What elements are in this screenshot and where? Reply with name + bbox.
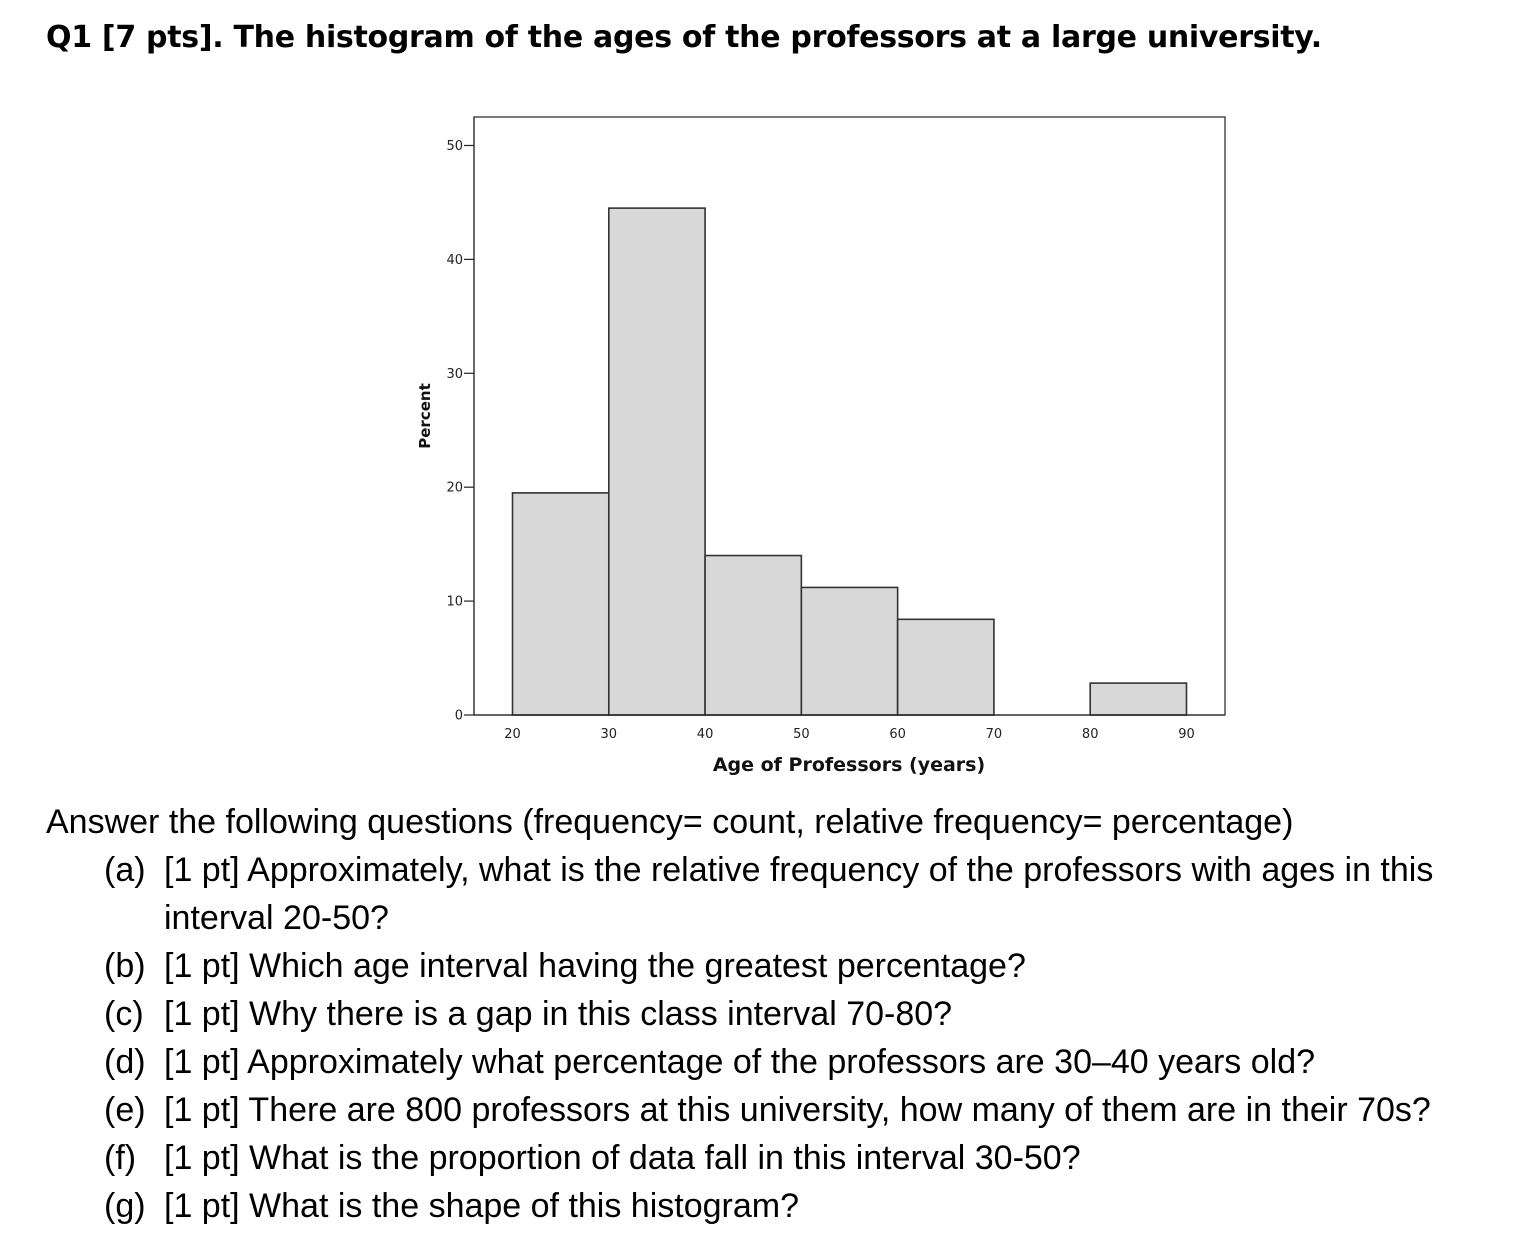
instructions-text: Answer the following questions (frequenc…	[46, 803, 1294, 841]
histogram-bar	[800, 586, 899, 716]
question-letter: (f)	[104, 1139, 137, 1177]
question-item: (e) [1 pt] There are 800 professors at th…	[104, 1086, 1534, 1134]
histogram-bar	[896, 618, 995, 716]
x-ticks: 20 30 40 50 60 70 80 90	[504, 727, 1195, 742]
question-letter: (c)	[104, 995, 144, 1033]
x-tick-label: 40	[697, 727, 714, 742]
question-text: [1 pt] There are 800 professors at this …	[164, 1091, 1431, 1129]
histogram-bar	[607, 207, 706, 716]
x-tick-label: 50	[793, 727, 810, 742]
x-tick-label: 80	[1082, 727, 1099, 742]
histogram-bar	[511, 492, 610, 716]
y-tick-label: 40	[446, 253, 463, 268]
question-item: (d) [1 pt] Approximately what percentage …	[104, 1038, 1534, 1086]
question-text: [1 pt] Approximately, what is the relati…	[164, 851, 1434, 937]
x-tick-label: 20	[504, 727, 521, 742]
question-text: [1 pt] Why there is a gap in this class …	[164, 995, 953, 1033]
question-item: (b) [1 pt] Which age interval having the …	[104, 942, 1534, 990]
question-title: Q1 [7 pts]. The histogram of the ages of…	[46, 20, 1322, 55]
y-ticks: 0 10 20 30 40 50	[446, 139, 474, 724]
y-tick-label: 30	[446, 367, 463, 382]
histogram-bars	[511, 207, 1188, 716]
question-text: [1 pt] Approximately what percentage of …	[164, 1043, 1316, 1081]
y-tick-label: 10	[446, 595, 463, 610]
y-tick-label: 50	[446, 139, 463, 154]
y-axis-label: Percent	[416, 383, 434, 448]
question-text: [1 pt] What is the shape of this histogr…	[164, 1187, 799, 1225]
y-tick-label: 20	[446, 481, 463, 496]
question-letter: (e)	[104, 1091, 146, 1129]
histogram-bar	[1089, 682, 1188, 716]
x-tick-label: 70	[986, 727, 1003, 742]
histogram-bar	[704, 554, 803, 716]
question-item: (g) [1 pt] What is the shape of this hist…	[104, 1182, 1534, 1230]
question-item: (f) [1 pt] What is the proportion of data…	[104, 1134, 1534, 1182]
question-list: (a) [1 pt] Approximately, what is the rel…	[104, 846, 1534, 1230]
question-item: (c) [1 pt] Why there is a gap in this cla…	[104, 990, 1534, 1038]
question-letter: (g)	[104, 1187, 146, 1225]
histogram-chart: 0 10 20 30 40 50 20 30 40 50 60 70 80 90 Percent Age…	[416, 116, 1226, 776]
y-tick-label: 0	[455, 709, 463, 724]
question-text: [1 pt] What is the proportion of data fa…	[164, 1139, 1081, 1177]
x-tick-label: 90	[1178, 727, 1195, 742]
question-letter: (a)	[104, 851, 146, 889]
question-text: [1 pt] Which age interval having the gre…	[164, 947, 1026, 985]
question-letter: (d)	[104, 1043, 146, 1081]
x-axis-label: Age of Professors (years)	[713, 754, 985, 776]
x-tick-label: 60	[889, 727, 906, 742]
question-item: (a) [1 pt] Approximately, what is the rel…	[104, 846, 1534, 942]
question-letter: (b)	[104, 947, 146, 985]
x-tick-label: 30	[601, 727, 618, 742]
